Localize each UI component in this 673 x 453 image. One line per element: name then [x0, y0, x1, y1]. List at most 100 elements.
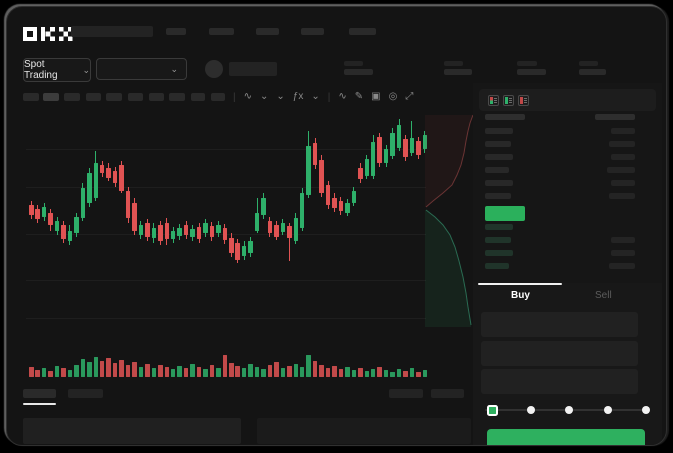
- line: [494, 98, 497, 99]
- ask-amount-placeholder[interactable]: [611, 128, 635, 134]
- ask-price-placeholder[interactable]: [485, 167, 509, 173]
- settings-icon[interactable]: ◎: [388, 91, 398, 102]
- market-type-selector[interactable]: Spot Trading ⌄: [23, 58, 91, 82]
- buy-submit-button[interactable]: [487, 429, 645, 445]
- ask-price-placeholder[interactable]: [485, 180, 513, 186]
- slider-stop[interactable]: [603, 406, 612, 414]
- last-price-badge[interactable]: [485, 206, 525, 221]
- volume-bar: [158, 365, 163, 377]
- layout-chevron-icon[interactable]: ⌄: [276, 91, 285, 102]
- ask-price-placeholder[interactable]: [485, 141, 511, 147]
- bid-amount-placeholder[interactable]: [611, 250, 635, 256]
- ask-amount-placeholder[interactable]: [609, 141, 635, 147]
- orderbook-header-price[interactable]: [485, 114, 525, 120]
- timeframe-button[interactable]: [211, 93, 225, 101]
- bottom-tab-placeholder-active[interactable]: [23, 389, 56, 398]
- bottom-action-placeholder[interactable]: [389, 389, 423, 398]
- view-asks-strip: [520, 97, 523, 104]
- slider-stop[interactable]: [526, 406, 535, 414]
- volume-bar: [416, 372, 421, 377]
- amount-input-placeholder[interactable]: [481, 341, 638, 366]
- candle-body: [235, 243, 240, 260]
- slider-handle-active[interactable]: [486, 404, 498, 416]
- timeframe-button[interactable]: [64, 93, 80, 101]
- volume-bar: [61, 368, 66, 377]
- candle-body: [209, 226, 215, 237]
- candle-body: [190, 229, 195, 237]
- candle-body: [338, 201, 344, 211]
- chevron-down-icon: ⌄: [82, 64, 90, 75]
- nav-item-placeholder[interactable]: [349, 28, 376, 35]
- slider-stop[interactable]: [565, 406, 573, 414]
- candle-body: [112, 171, 118, 183]
- indicators-chevron-icon[interactable]: ⌄: [311, 91, 320, 102]
- nav-item-placeholder[interactable]: [166, 28, 186, 35]
- candle-body: [80, 188, 86, 218]
- nav-item-placeholder[interactable]: [256, 28, 279, 35]
- bid-amount-placeholder[interactable]: [611, 237, 635, 243]
- depth-bids-line: [425, 209, 472, 326]
- volume-bar: [80, 359, 86, 377]
- timeframe-button-selected[interactable]: [43, 93, 59, 101]
- ask-price-placeholder[interactable]: [485, 193, 511, 199]
- orderbook-view-all-icon[interactable]: [488, 95, 499, 106]
- depth-chart[interactable]: [425, 113, 473, 327]
- chevron-down-icon: ⌄: [170, 63, 178, 74]
- depth-bids-area: [425, 210, 471, 327]
- orderbook-view-bids-icon[interactable]: [503, 95, 514, 106]
- draw-tool-icon[interactable]: ✎: [354, 91, 364, 102]
- price-input-placeholder[interactable]: [481, 312, 638, 337]
- candle-body: [99, 165, 105, 173]
- bid-price-placeholder[interactable]: [485, 237, 511, 243]
- indicators-icon[interactable]: ƒx: [292, 91, 304, 102]
- candle-body: [164, 223, 169, 239]
- candle-style-icon[interactable]: ∿: [243, 91, 252, 102]
- orderbook-view-asks-icon[interactable]: [518, 95, 529, 106]
- volume-bar: [280, 368, 286, 377]
- candle-body: [106, 168, 111, 178]
- bid-price-placeholder[interactable]: [485, 224, 513, 230]
- volume-bar: [370, 369, 376, 377]
- bid-amount-placeholder[interactable]: [609, 263, 635, 269]
- ask-price-placeholder[interactable]: [485, 154, 513, 160]
- volume-bar: [151, 368, 157, 377]
- timeframe-button[interactable]: [86, 93, 101, 101]
- okx-trading-app: Spot Trading ⌄ ⌄ | ∿ ⌄ ⌄ ƒx ⌄ | ∿ ✎ ▣ ◎ ⤢: [6, 6, 667, 446]
- timeframe-button[interactable]: [169, 93, 185, 101]
- orderbook-header-amount[interactable]: [595, 114, 635, 120]
- bottom-tab-placeholder[interactable]: [68, 389, 103, 398]
- volume-bar: [248, 364, 253, 377]
- gridline: [26, 280, 426, 281]
- ask-amount-placeholder[interactable]: [611, 180, 635, 186]
- timeframe-button[interactable]: [149, 93, 164, 101]
- ask-amount-placeholder[interactable]: [607, 167, 635, 173]
- ask-amount-placeholder[interactable]: [609, 193, 635, 199]
- screenshot-icon[interactable]: ▣: [371, 91, 381, 102]
- total-input-placeholder[interactable]: [481, 369, 638, 394]
- okx-logo[interactable]: [23, 27, 73, 41]
- stat-value-placeholder: [517, 69, 546, 75]
- search-bar-placeholder[interactable]: [71, 26, 153, 37]
- ask-amount-placeholder[interactable]: [611, 154, 635, 160]
- ask-price-placeholder[interactable]: [485, 128, 513, 134]
- timeframe-button[interactable]: [23, 93, 39, 101]
- timeframe-button[interactable]: [106, 93, 122, 101]
- bid-price-placeholder[interactable]: [485, 250, 513, 256]
- bid-price-placeholder[interactable]: [485, 263, 509, 269]
- volume-bar: [299, 367, 305, 377]
- pair-selector-dropdown[interactable]: ⌄: [96, 58, 187, 80]
- candlestick-chart[interactable]: [26, 113, 427, 333]
- timeframe-button[interactable]: [128, 93, 143, 101]
- volume-bar: [54, 366, 60, 377]
- nav-item-placeholder[interactable]: [209, 28, 234, 35]
- bottom-action-placeholder[interactable]: [431, 389, 464, 398]
- slider-stop[interactable]: [642, 406, 650, 414]
- candle-style-chevron-icon[interactable]: ⌄: [260, 91, 269, 102]
- bottom-tab-active-underline: [23, 403, 56, 405]
- nav-item-placeholder[interactable]: [301, 28, 324, 35]
- candle-body: [216, 225, 221, 233]
- line-tool-icon[interactable]: ∿: [338, 91, 347, 102]
- fullscreen-icon[interactable]: ⤢: [405, 91, 414, 102]
- depth-asks-line: [425, 114, 473, 208]
- timeframe-button[interactable]: [191, 93, 205, 101]
